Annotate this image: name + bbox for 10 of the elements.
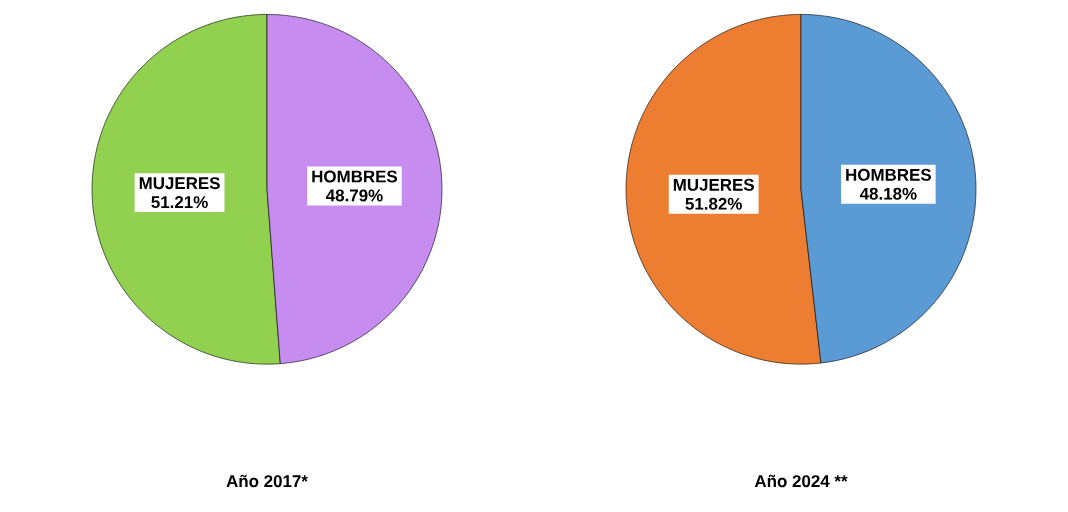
data-label: 51.21%: [151, 196, 208, 209]
slice-label: MUJERES: [673, 178, 754, 191]
data-label: 48.18%: [859, 187, 917, 200]
text: Año 2024 **: [754, 474, 848, 488]
data-label: 51.82%: [685, 197, 742, 210]
slice-label: MUJERES: [139, 177, 220, 190]
text: Año 2017*: [226, 474, 308, 488]
slice-label: HOMBRES: [846, 168, 931, 181]
slice-label: HOMBRES: [312, 170, 398, 183]
data-label: 48.79%: [325, 189, 383, 202]
